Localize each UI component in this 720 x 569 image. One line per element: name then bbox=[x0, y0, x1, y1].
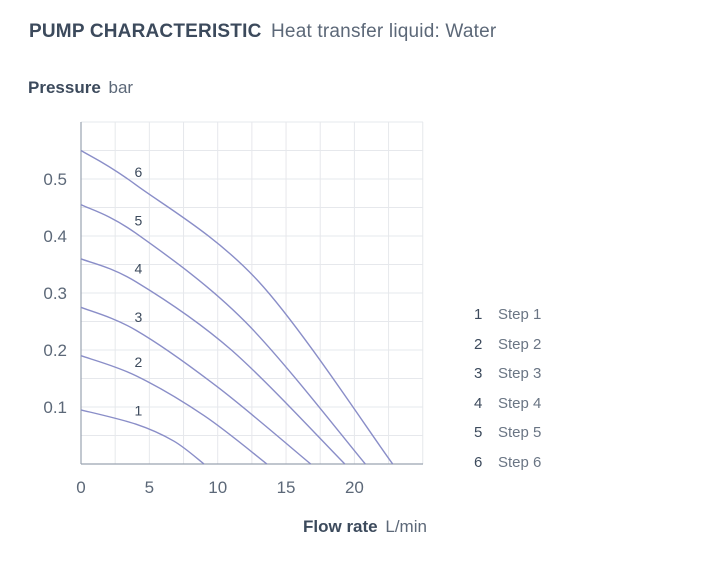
x-tick-label: 15 bbox=[277, 478, 296, 497]
x-axis-unit: L/min bbox=[385, 517, 427, 536]
legend-number: 6 bbox=[474, 453, 483, 471]
x-tick-label: 5 bbox=[145, 478, 154, 497]
x-axis-title-text: Flow rate bbox=[303, 517, 378, 536]
series-label-step-4: 4 bbox=[135, 261, 143, 277]
x-axis-title: Flow rate L/min bbox=[303, 517, 427, 537]
legend-item: 6 Step 6 bbox=[474, 448, 594, 478]
legend-label: Step 6 bbox=[498, 453, 542, 471]
y-tick-label: 0.4 bbox=[43, 227, 67, 246]
series-line-step-6 bbox=[80, 149, 394, 465]
chart-subtitle: Heat transfer liquid: Water bbox=[271, 21, 497, 42]
legend-number: 1 bbox=[474, 306, 483, 324]
y-axis-title-text: Pressure bbox=[28, 78, 101, 97]
chart-title-main: PUMP CHARACTERISTIC bbox=[29, 21, 262, 42]
legend-label: Step 5 bbox=[498, 424, 542, 442]
legend-item: 5 Step 5 bbox=[474, 418, 594, 448]
legend-item: 2 Step 2 bbox=[474, 330, 594, 360]
y-tick-label: 0.5 bbox=[43, 170, 67, 189]
y-tick-label: 0.3 bbox=[43, 284, 67, 303]
legend-number: 3 bbox=[474, 365, 483, 383]
x-tick-label: 0 bbox=[76, 478, 85, 497]
y-tick-label: 0.1 bbox=[43, 398, 67, 417]
series-label-step-1: 1 bbox=[135, 402, 143, 418]
y-axis-unit: bar bbox=[108, 78, 134, 97]
series-line-step-4 bbox=[80, 258, 346, 465]
legend-label: Step 2 bbox=[498, 335, 542, 353]
chart-series: 1 2 3 4 5 6 bbox=[80, 149, 394, 465]
y-axis-title: Pressure bar bbox=[28, 78, 133, 98]
chart-axes bbox=[80, 122, 423, 465]
legend-number: 2 bbox=[474, 335, 483, 353]
legend-item: 1 Step 1 bbox=[474, 300, 594, 330]
chart-grid bbox=[81, 121, 424, 464]
legend-item: 4 Step 4 bbox=[474, 389, 594, 419]
legend-label: Step 4 bbox=[498, 394, 542, 412]
legend-item: 3 Step 3 bbox=[474, 359, 594, 389]
series-label-step-5: 5 bbox=[135, 212, 143, 228]
legend-label: Step 3 bbox=[498, 365, 542, 383]
chart-title: PUMP CHARACTERISTIC Heat transfer liquid… bbox=[29, 21, 496, 43]
legend-number: 4 bbox=[474, 394, 483, 412]
chart-ticks: 0 5 10 15 200.10.20.30.40.5 bbox=[43, 170, 364, 497]
series-line-step-3 bbox=[80, 306, 312, 465]
series-line-step-1 bbox=[80, 409, 205, 465]
legend-number: 5 bbox=[474, 424, 483, 442]
chart-legend: 1 Step 1 2 Step 2 3 Step 3 4 Step 4 5 St… bbox=[474, 300, 594, 477]
x-tick-label: 10 bbox=[208, 478, 227, 497]
series-line-step-5 bbox=[80, 203, 366, 465]
y-tick-label: 0.2 bbox=[43, 341, 67, 360]
series-label-step-6: 6 bbox=[135, 164, 143, 180]
x-tick-label: 20 bbox=[345, 478, 364, 497]
series-label-step-3: 3 bbox=[135, 309, 143, 325]
legend-label: Step 1 bbox=[498, 306, 542, 324]
series-label-step-2: 2 bbox=[135, 354, 143, 370]
series-line-step-2 bbox=[80, 355, 268, 465]
